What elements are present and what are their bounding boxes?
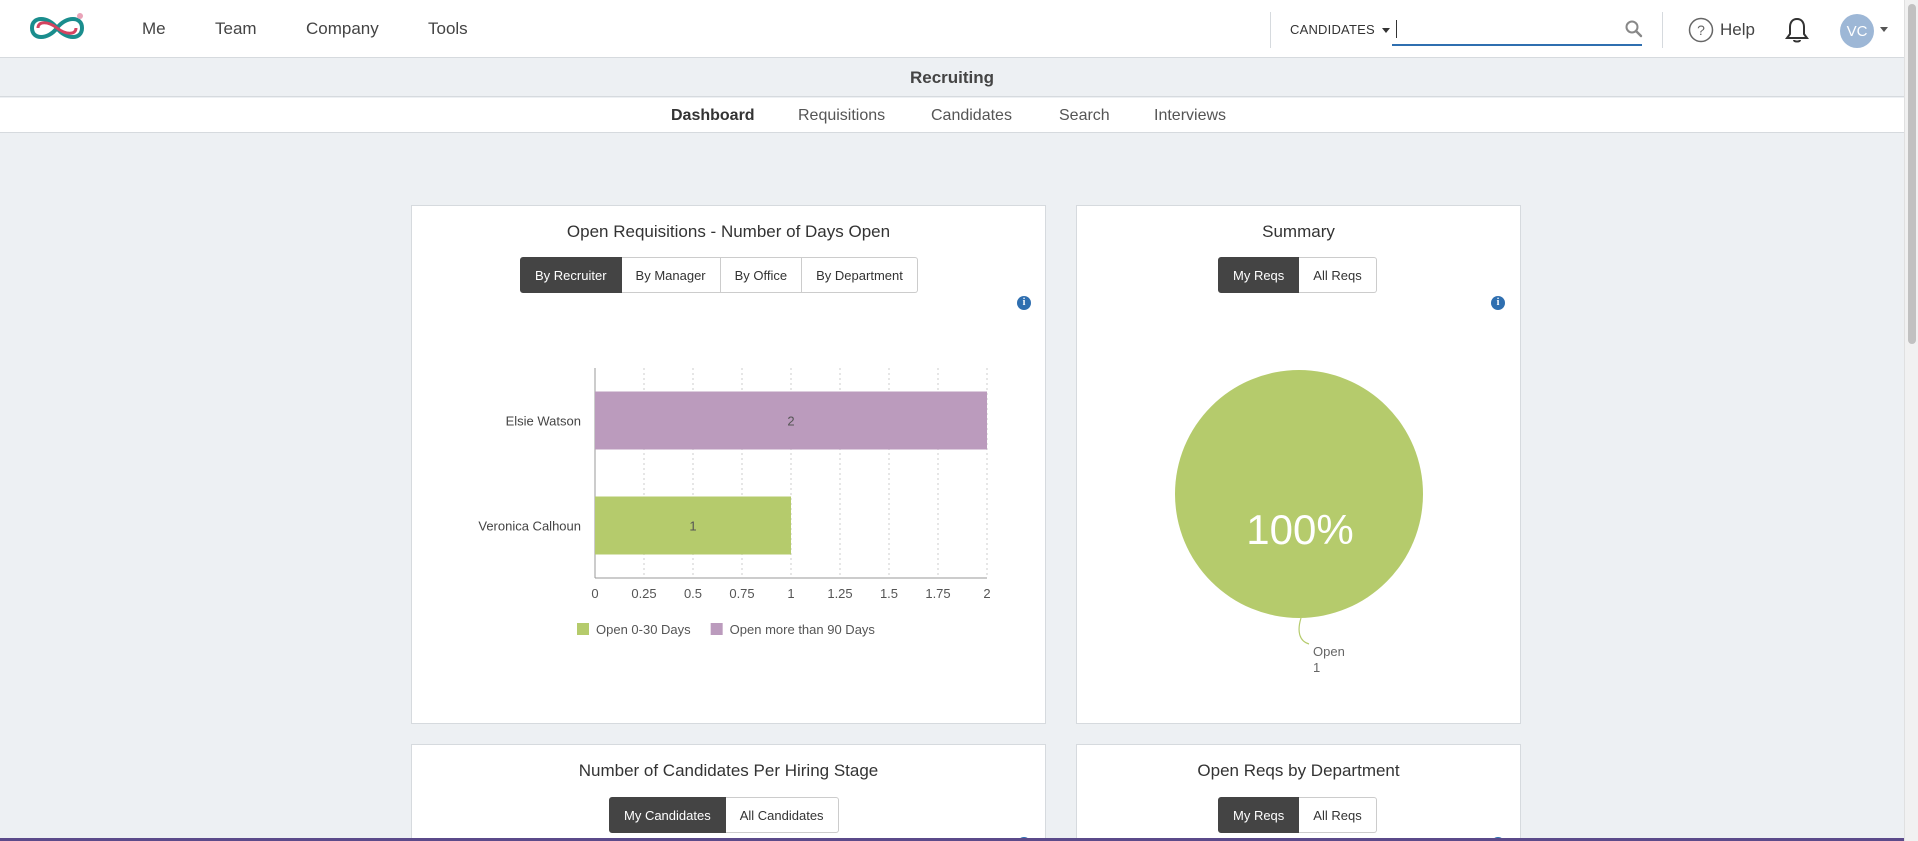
tab-candidates[interactable]: Candidates [931,107,1012,124]
panel-title: Open Reqs by Department [1197,761,1400,780]
all-reqs-button[interactable]: All Reqs [1299,257,1377,293]
x-tick-label: 0.75 [729,586,754,601]
x-tick-label: 1.25 [827,586,852,601]
section-header: Recruiting [0,58,1904,97]
all-reqs-button[interactable]: All Reqs [1299,797,1377,833]
by-manager-button[interactable]: By Manager [621,257,721,293]
tab-interviews[interactable]: Interviews [1154,107,1227,124]
my-reqs-button[interactable]: My Reqs [1218,797,1300,833]
search-box [1392,14,1642,46]
reqs-by-department-panel: Open Reqs by Department My Reqs All Reqs… [1076,744,1521,841]
summary-pie-chart: 100% Open 1 [1175,370,1423,675]
legend-swatch [710,623,723,635]
legend-swatch [577,623,589,635]
nav-tools[interactable]: Tools [428,19,468,38]
pie-percent-label: 100% [1246,506,1353,553]
tab-search[interactable]: Search [1059,107,1110,124]
x-tick-label: 1 [787,586,794,601]
company-logo-icon[interactable] [24,10,90,46]
candidates-dropdown-label: CANDIDATES [1290,22,1375,37]
chevron-down-icon[interactable] [1880,27,1888,32]
nav-me[interactable]: Me [142,19,166,38]
tab-dashboard[interactable]: Dashboard [671,107,755,124]
y-category-label: Elsie Watson [506,414,581,429]
by-recruiter-button[interactable]: By Recruiter [520,257,622,293]
scrollbar-thumb[interactable] [1908,4,1916,344]
avatar[interactable]: VC [1840,14,1874,48]
reqs-toggle: My Reqs All Reqs [1218,257,1377,293]
legend-label[interactable]: Open 0-30 Days [596,622,691,637]
search-icon[interactable] [1624,19,1644,39]
chevron-down-icon [1381,28,1390,34]
help-label: Help [1720,20,1755,39]
info-icon[interactable]: i [1491,296,1505,310]
my-candidates-button[interactable]: My Candidates [609,797,726,833]
bar[interactable] [595,496,791,555]
question-circle-icon: ? [1688,17,1714,43]
nav-team[interactable]: Team [215,19,257,38]
avatar-initials: VC [1846,22,1868,40]
info-icon[interactable]: i [1017,296,1031,310]
pie-slice-open[interactable] [1175,370,1423,618]
pie-label-connector [1298,617,1310,645]
candidates-dropdown[interactable]: CANDIDATES [1290,22,1390,37]
panel-title: Summary [1262,222,1335,241]
nav-company[interactable]: Company [306,19,379,38]
bar-data-label: 2 [787,414,794,429]
x-tick-label: 1.75 [925,586,950,601]
panel-title: Number of Candidates Per Hiring Stage [578,761,879,780]
candidates-toggle: My Candidates All Candidates [609,797,839,833]
nav-divider [1270,12,1271,48]
tab-requisitions[interactable]: Requisitions [798,107,886,124]
x-tick-label: 1.5 [880,586,898,601]
bar[interactable] [595,391,987,450]
pie-slice-name: Open [1313,644,1345,659]
window-bottom-edge [0,838,1904,841]
nav-divider [1662,12,1663,48]
svg-text:?: ? [1697,22,1705,38]
open-requisitions-panel: Open Requisitions - Number of Days Open … [411,205,1046,724]
all-candidates-button[interactable]: All Candidates [725,797,839,833]
grouping-toggle: By Recruiter By Manager By Office By Dep… [520,257,918,293]
x-tick-label: 2 [983,586,990,601]
bell-icon[interactable] [1784,16,1810,44]
my-reqs-button[interactable]: My Reqs [1218,257,1300,293]
hiring-stage-panel: Number of Candidates Per Hiring Stage My… [411,744,1046,841]
days-open-bar-chart: 0 0.25 0.5 0.75 1 1.25 1.5 1.75 2 Elsie Watson 2 Ve… [478,368,991,637]
y-category-label: Veronica Calhoun [478,519,581,534]
panel-title: Open Requisitions - Number of Days Open [566,222,891,241]
page-title: Recruiting [909,68,995,87]
text-cursor [1396,20,1397,38]
legend-label[interactable]: Open more than 90 Days [730,622,876,637]
reqs-toggle: My Reqs All Reqs [1218,797,1377,833]
by-department-button[interactable]: By Department [802,257,918,293]
help-link[interactable]: ? Help [1688,16,1755,44]
page-scrollbar[interactable] [1904,0,1918,841]
section-tabs: Dashboard Requisitions Candidates Search… [0,98,1904,133]
search-input[interactable] [1392,14,1602,42]
by-office-button[interactable]: By Office [720,257,803,293]
pie-slice-count: 1 [1313,660,1320,675]
summary-panel: Summary My Reqs All Reqs i 100% Open 1 [1076,205,1521,724]
bar-data-label: 1 [689,519,696,534]
x-tick-label: 0.25 [631,586,656,601]
top-navbar: Me Team Company Tools CANDIDATES ? Help … [0,0,1904,58]
x-tick-label: 0 [591,586,598,601]
x-tick-label: 0.5 [684,586,702,601]
